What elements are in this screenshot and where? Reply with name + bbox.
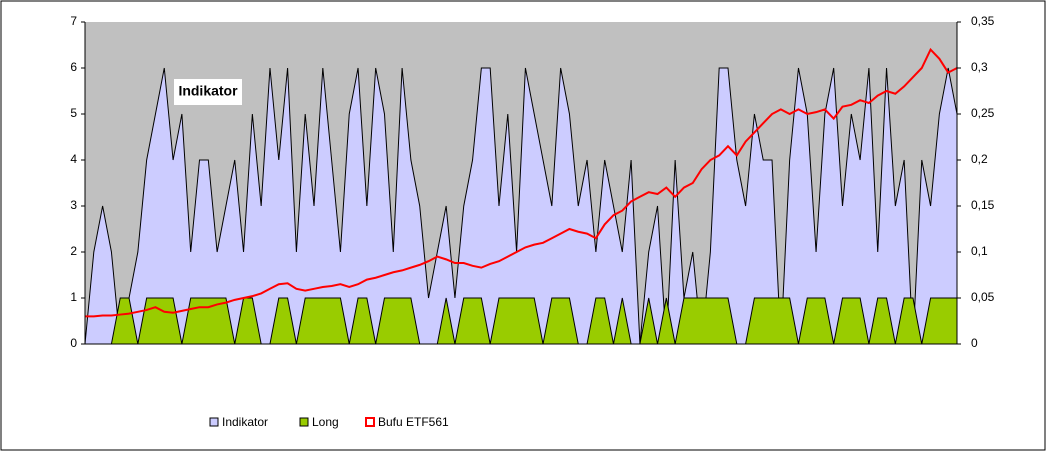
legend-label: Long	[312, 415, 339, 429]
y-tick-label: 4	[70, 152, 77, 166]
annotation: Indikator	[178, 83, 238, 99]
legend: Indikator Long Bufu ETF561	[209, 415, 449, 429]
y-tick-label: 5	[70, 106, 77, 120]
line	[85, 47, 958, 318]
legend-swatch	[365, 417, 375, 427]
y-tick-label: 3	[70, 198, 77, 212]
y2-tick-label: 0,25	[971, 106, 995, 120]
y-tick-label: 2	[70, 244, 77, 258]
legend-label: Bufu ETF561	[378, 415, 449, 429]
y2-tick-label: 0,3	[971, 60, 988, 74]
y2-tick-label: 0,15	[971, 198, 995, 212]
y2-tick-label: 0	[971, 336, 978, 350]
plot	[84, 47, 958, 345]
y2-tick-label: 0,35	[971, 14, 995, 28]
y-tick-label: 6	[70, 60, 77, 74]
y2-tick-label: 0,1	[971, 244, 988, 258]
legend-swatch	[299, 417, 309, 427]
legend-label: Indikator	[222, 415, 268, 429]
y-tick-label: 0	[70, 336, 77, 350]
y-tick-label: 1	[70, 290, 77, 304]
y2-tick-label: 0,2	[971, 152, 988, 166]
annotation-box	[174, 79, 242, 105]
legend-swatch	[209, 417, 219, 427]
area	[85, 297, 958, 345]
area	[84, 67, 958, 345]
y2-tick-label: 0,05	[971, 290, 995, 304]
y-tick-label: 7	[70, 14, 77, 28]
